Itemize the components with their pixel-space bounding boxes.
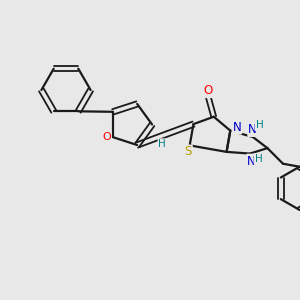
Text: H: H	[158, 139, 166, 149]
Text: O: O	[102, 132, 111, 142]
Text: N: N	[248, 123, 257, 136]
Text: O: O	[204, 84, 213, 97]
Text: S: S	[184, 146, 192, 158]
Text: H: H	[254, 154, 262, 164]
Text: N: N	[232, 121, 241, 134]
Text: N: N	[247, 154, 256, 168]
Text: H: H	[256, 120, 263, 130]
